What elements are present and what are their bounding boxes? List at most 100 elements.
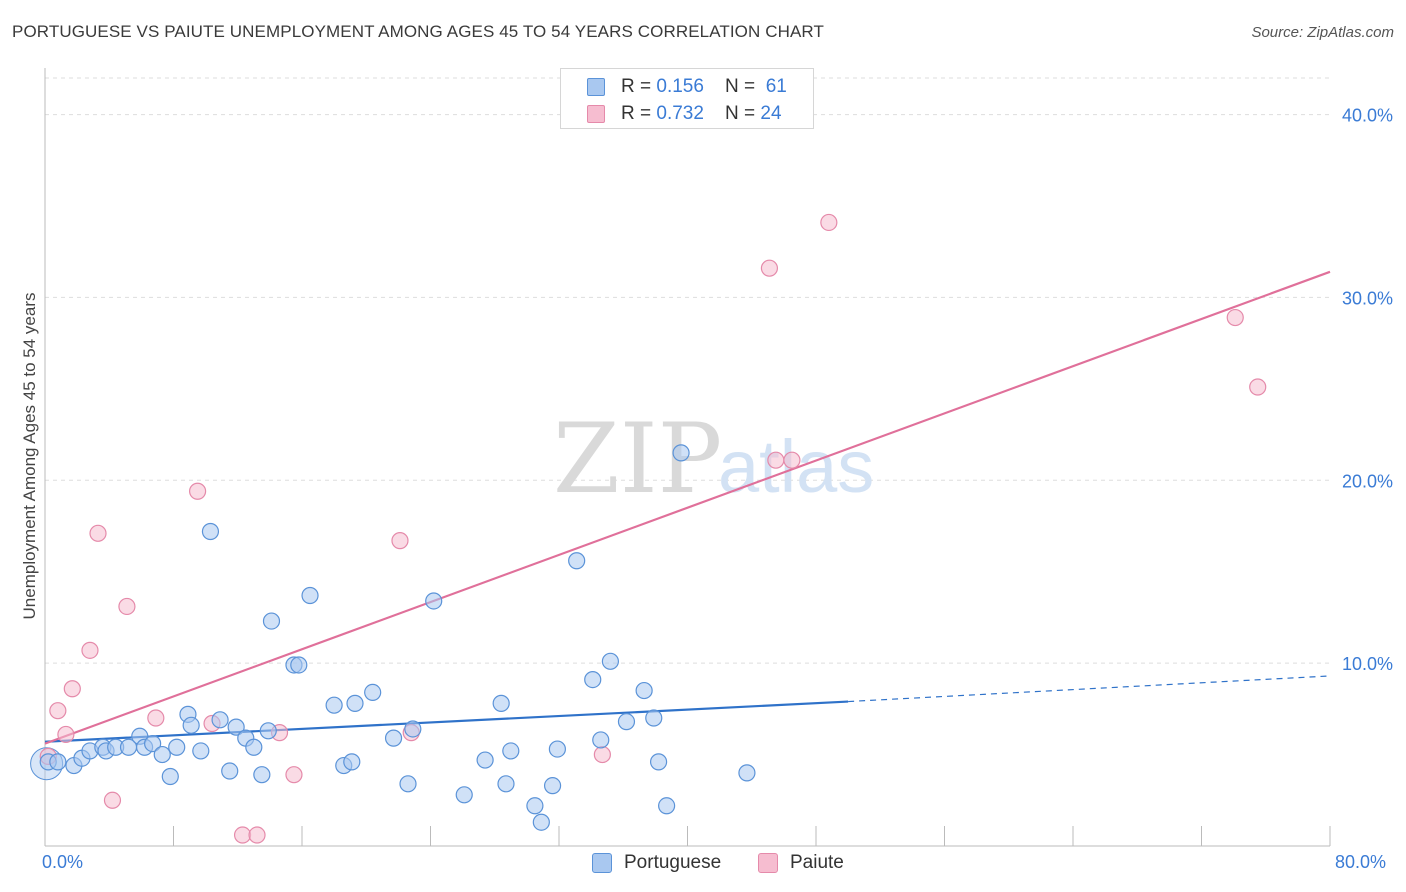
portuguese-trend-line (44, 700, 849, 743)
portuguese-point (476, 751, 494, 769)
portuguese-point (543, 777, 562, 795)
portuguese-point (425, 592, 443, 610)
portuguese-point (259, 722, 277, 740)
portuguese-point (343, 753, 361, 771)
paiute-point (593, 745, 611, 764)
portuguese-legend-swatch (592, 853, 612, 873)
paiute-point (760, 259, 779, 277)
portuguese-stats: R = 0.156 N = 61 (621, 76, 787, 98)
portuguese-point (182, 716, 200, 734)
paiute-point (103, 791, 122, 809)
portuguese-point (502, 742, 520, 760)
paiute-point (767, 451, 785, 469)
paiute-point (248, 826, 266, 844)
paiute-trend-line (44, 270, 1331, 745)
paiute-point (188, 482, 207, 500)
portuguese-point (601, 652, 620, 670)
portuguese-n-label: N = (725, 76, 761, 97)
portuguese-point (384, 729, 403, 747)
paiute-point (63, 680, 81, 698)
chart-source: Source: ZipAtlas.com (1251, 24, 1394, 41)
paiute-n-value: 24 (760, 103, 782, 124)
paiute-point (57, 725, 75, 744)
paiute-point (118, 597, 136, 616)
paiute-point (1249, 378, 1267, 396)
gridlines (45, 77, 1330, 664)
watermark: ZIP atlas (553, 403, 874, 515)
portuguese-point (301, 586, 319, 605)
paiute-point (81, 641, 99, 659)
portuguese-point (144, 734, 162, 753)
paiute-legend-swatch (758, 853, 778, 873)
portuguese-trend-extension (848, 675, 1331, 703)
paiute-point (89, 524, 107, 542)
paiute-swatch (587, 105, 605, 123)
portuguese-point (364, 683, 382, 702)
paiute-point (783, 451, 801, 469)
y-tick-label: 30.0% (1342, 288, 1393, 308)
portuguese-point (49, 753, 67, 771)
portuguese-point (346, 694, 364, 712)
portuguese-point (221, 762, 239, 780)
portuguese-point (161, 767, 179, 786)
portuguese-point (497, 775, 515, 793)
portuguese-point (201, 522, 220, 541)
portuguese-point (211, 711, 229, 729)
portuguese-point (738, 764, 756, 782)
portuguese-point (532, 813, 550, 831)
portuguese-point (592, 731, 610, 749)
portuguese-point (548, 740, 566, 758)
paiute-stats: R = 0.732 N = 24 (621, 103, 782, 125)
paiute-point (1226, 308, 1244, 327)
portuguese-point (168, 738, 186, 756)
correlation-legend: R = 0.156 N = 61 R = 0.732 N = 24 (560, 68, 814, 129)
portuguese-swatch (587, 78, 605, 96)
portuguese-point (645, 709, 663, 727)
portuguese-point (455, 786, 473, 804)
portuguese-n-value: 61 (765, 76, 787, 97)
y-tick-label: 20.0% (1342, 471, 1393, 491)
portuguese-point (153, 745, 171, 764)
portuguese-point (262, 612, 281, 630)
y-tick-labels: 10.0% 20.0% 30.0% 40.0% (1342, 106, 1393, 675)
paiute-point (49, 702, 67, 720)
data-points (30, 213, 1267, 844)
y-tick-label: 10.0% (1342, 654, 1393, 674)
portuguese-point (526, 797, 544, 815)
portuguese-point (325, 696, 343, 714)
portuguese-point (404, 720, 422, 738)
axes (44, 68, 1331, 847)
portuguese-point (658, 797, 676, 815)
paiute-r-value: 0.732 (656, 103, 704, 124)
portuguese-point (568, 552, 586, 570)
paiute-point (391, 532, 409, 550)
portuguese-point (649, 753, 668, 771)
portuguese-point (227, 718, 245, 736)
paiute-r-label: R = (621, 103, 657, 124)
paiute-n-label: N = (725, 103, 761, 124)
portuguese-point (290, 656, 308, 674)
paiute-legend-label: Paiute (790, 852, 844, 873)
portuguese-point (617, 713, 636, 731)
portuguese-point (492, 694, 510, 712)
paiute-point (820, 213, 838, 232)
paiute-point (233, 826, 252, 844)
y-axis-label: Unemployment Among Ages 45 to 54 years (20, 292, 39, 620)
portuguese-point (245, 738, 263, 756)
portuguese-point (584, 670, 602, 689)
portuguese-point (253, 766, 271, 784)
watermark-zip: ZIP (553, 403, 722, 515)
paiute-point (147, 709, 165, 727)
chart-title: PORTUGUESE VS PAIUTE UNEMPLOYMENT AMONG … (12, 22, 824, 41)
portuguese-point (399, 775, 417, 793)
x-tick-label-min: 0.0% (42, 852, 84, 872)
trend-lines (44, 270, 1331, 745)
x-tick-label-max: 80.0% (1335, 852, 1387, 872)
portuguese-r-value: 0.156 (656, 76, 704, 97)
y-tick-label: 40.0% (1342, 106, 1393, 126)
portuguese-point (635, 681, 653, 700)
paiute-point (285, 766, 303, 784)
portuguese-point (672, 444, 690, 462)
portuguese-r-label: R = (621, 76, 657, 97)
